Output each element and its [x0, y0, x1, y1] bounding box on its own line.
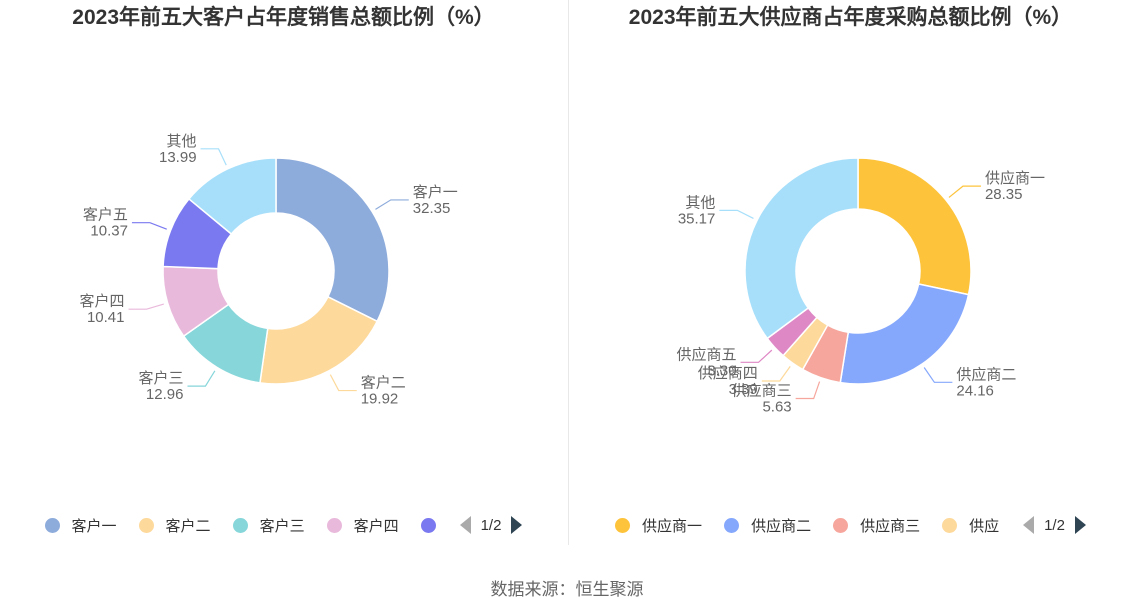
slice-name-label: 供应商三: [732, 382, 792, 400]
leader-line-其他: [200, 148, 227, 166]
leader-line-供应商四: [761, 366, 791, 382]
slice-value-label: 13.99: [159, 149, 197, 166]
legend-label: 供应: [969, 517, 1000, 535]
legend-item[interactable]: 供应商三: [833, 515, 920, 536]
legend-dot-icon: [326, 517, 342, 533]
legend-page-indicator: 1/2: [1044, 516, 1065, 534]
legend-label: 供应商三: [860, 517, 921, 535]
slice-value-label: 10.41: [87, 309, 125, 326]
slice-value-label: 24.16: [956, 382, 994, 399]
legend-page-indicator: 1/2: [480, 516, 502, 534]
slice-value-label: 35.17: [678, 210, 716, 227]
legend-label: 客户四: [353, 517, 399, 535]
slice-供应商一[interactable]: [857, 157, 972, 296]
slice-value-label: 12.96: [146, 386, 184, 403]
legend-label: 供应商二: [751, 517, 812, 535]
legend-label: 客户三: [259, 517, 305, 535]
slice-value-label: 10.37: [90, 223, 128, 240]
legend-label: 客户一: [71, 517, 117, 535]
legend-item[interactable]: 供应: [942, 515, 1001, 536]
legend-item[interactable]: 供应商二: [724, 515, 811, 536]
slice-name-label: 其他: [167, 133, 197, 150]
slice-name-label: 其他: [685, 194, 715, 211]
legend-item[interactable]: 供应商一: [615, 515, 702, 536]
leader-line-客户一: [375, 199, 409, 210]
legend-dot-icon: [833, 517, 849, 533]
legend-dot-icon: [724, 517, 740, 533]
customer-legend: 客户一 客户二 客户三 客户四 1/2: [0, 512, 567, 538]
leader-line-客户五: [131, 222, 167, 230]
legend-next-icon[interactable]: [511, 516, 523, 534]
legend-item[interactable]: 客户三: [232, 515, 305, 536]
legend-pager: 1/2: [1023, 516, 1086, 534]
legend-item[interactable]: 客户四: [326, 515, 399, 536]
legend-item[interactable]: 客户二: [138, 515, 211, 536]
slice-value-label: 5.63: [762, 399, 791, 416]
leader-line-供应商五: [740, 349, 773, 363]
slice-name-label: 供应商二: [956, 365, 1016, 383]
legend-next-icon[interactable]: [1074, 516, 1086, 534]
legend-dot-icon: [44, 517, 60, 533]
panel-divider: [568, 0, 569, 545]
supplier-legend: 供应商一 供应商二 供应商三 供应 1/2: [567, 512, 1134, 538]
slice-其他[interactable]: [744, 157, 859, 340]
slice-value-label: 19.92: [361, 391, 399, 408]
legend-dot-icon: [615, 517, 631, 533]
legend-item[interactable]: 客户一: [44, 515, 117, 536]
slice-value-label: 28.35: [985, 186, 1023, 203]
slice-value-label: 3.39: [729, 381, 758, 398]
slice-客户一[interactable]: [275, 157, 390, 323]
slice-其他[interactable]: [187, 157, 277, 236]
data-source: 数据来源：恒生聚源: [490, 580, 644, 599]
slice-name-label: 供应商四: [698, 364, 758, 382]
slice-供应商二[interactable]: [839, 283, 970, 385]
legend-dot-icon: [942, 517, 958, 533]
slice-name-label: 客户一: [413, 184, 458, 201]
customer-chart-panel: 2023年前五大客户占年度销售总额比例（%） 客户一 32.35 客户二 19.92 客…: [0, 0, 567, 560]
legend-pager: 1/2: [459, 516, 523, 534]
leader-line-客户四: [128, 303, 164, 310]
legend-item[interactable]: [420, 517, 448, 533]
slice-value-label: 32.35: [413, 200, 451, 217]
slice-name-label: 供应商一: [985, 169, 1045, 187]
legend-dot-icon: [420, 517, 436, 533]
slice-name-label: 客户二: [361, 375, 406, 392]
supplier-chart-title: 2023年前五大供应商占年度采购总额比例（%）: [628, 6, 1073, 29]
leader-line-供应商一: [948, 185, 981, 198]
slice-name-label: 客户三: [138, 370, 183, 387]
customer-chart-title: 2023年前五大客户占年度销售总额比例（%）: [72, 6, 495, 29]
legend-prev-icon[interactable]: [459, 516, 471, 534]
leader-line-客户三: [187, 370, 216, 387]
slice-value-label: 3.30: [707, 362, 736, 379]
leader-line-供应商三: [795, 381, 821, 400]
legend-dot-icon: [232, 517, 248, 533]
leader-line-供应商二: [923, 367, 953, 383]
supplier-chart-panel: 2023年前五大供应商占年度采购总额比例（%） 供应商一 28.35 供应商二 24.…: [567, 0, 1134, 560]
leader-line-客户二: [329, 374, 357, 392]
slice-name-label: 客户五: [83, 207, 128, 224]
legend-label: 供应商一: [642, 517, 703, 535]
legend-dot-icon: [138, 517, 154, 533]
slice-name-label: 客户四: [79, 293, 124, 310]
leader-line-其他: [719, 209, 754, 219]
legend-label: 客户二: [165, 517, 211, 535]
legend-prev-icon[interactable]: [1023, 516, 1035, 534]
slice-name-label: 供应商五: [677, 345, 737, 363]
